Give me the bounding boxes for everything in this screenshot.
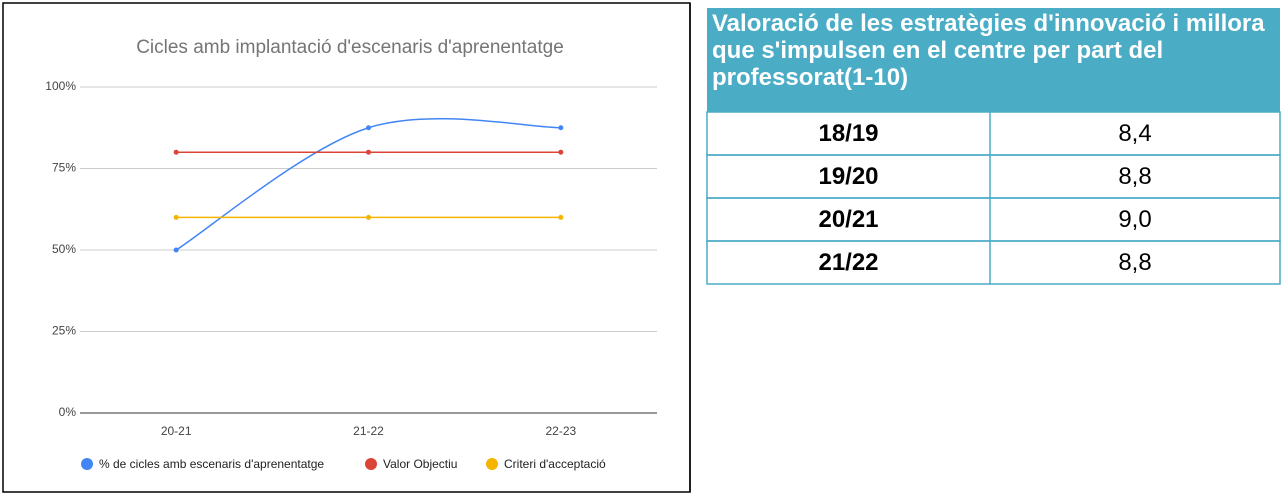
data-point — [366, 214, 371, 220]
legend-marker — [81, 458, 93, 470]
legend-label: Valor Objectiu — [383, 457, 457, 471]
row-label: 18/19 — [818, 120, 878, 147]
table-header-bg — [707, 8, 1280, 112]
y-tick-label: 100% — [45, 79, 76, 93]
row-value: 9,0 — [1118, 206, 1151, 233]
legend-marker — [365, 458, 377, 470]
data-point — [173, 214, 179, 220]
y-tick-label: 25% — [52, 324, 76, 338]
data-point — [366, 149, 371, 155]
table-row — [706, 240, 1281, 285]
chart-cell — [2, 2, 691, 493]
table-row — [706, 197, 1281, 242]
table-row — [706, 154, 1281, 199]
legend-marker — [486, 458, 498, 470]
data-point — [173, 247, 179, 253]
table-header-wrap: Valoració de les estratègies d'innovació… — [712, 10, 1265, 91]
y-tick-label: 75% — [52, 161, 76, 175]
y-tick-label: 0% — [59, 405, 77, 419]
chart-title: Cicles amb implantació d'escenaris d'apr… — [136, 37, 564, 58]
x-tick-label: 21-22 — [353, 424, 384, 438]
table-row — [706, 111, 1281, 156]
x-tick-label: 22-23 — [545, 424, 576, 438]
row-label: 19/20 — [818, 163, 878, 190]
row-label: 21/22 — [818, 249, 878, 276]
x-tick-label: 20-21 — [161, 424, 192, 438]
data-point — [558, 125, 564, 131]
data-point — [173, 149, 179, 155]
legend-label: Criteri d'acceptació — [504, 457, 606, 471]
row-label: 20/21 — [818, 206, 878, 233]
data-point — [558, 149, 564, 155]
row-value: 8,4 — [1118, 120, 1151, 147]
series-line — [175, 117, 561, 251]
y-tick-label: 50% — [52, 242, 76, 256]
row-value: 8,8 — [1118, 163, 1151, 190]
legend-label: % de cicles amb escenaris d'aprenentatge — [99, 457, 324, 471]
data-point — [366, 125, 371, 131]
data-point — [558, 214, 564, 220]
row-value: 8,8 — [1118, 249, 1151, 276]
table-header: Valoració de les estratègies d'innovació… — [712, 10, 1265, 91]
